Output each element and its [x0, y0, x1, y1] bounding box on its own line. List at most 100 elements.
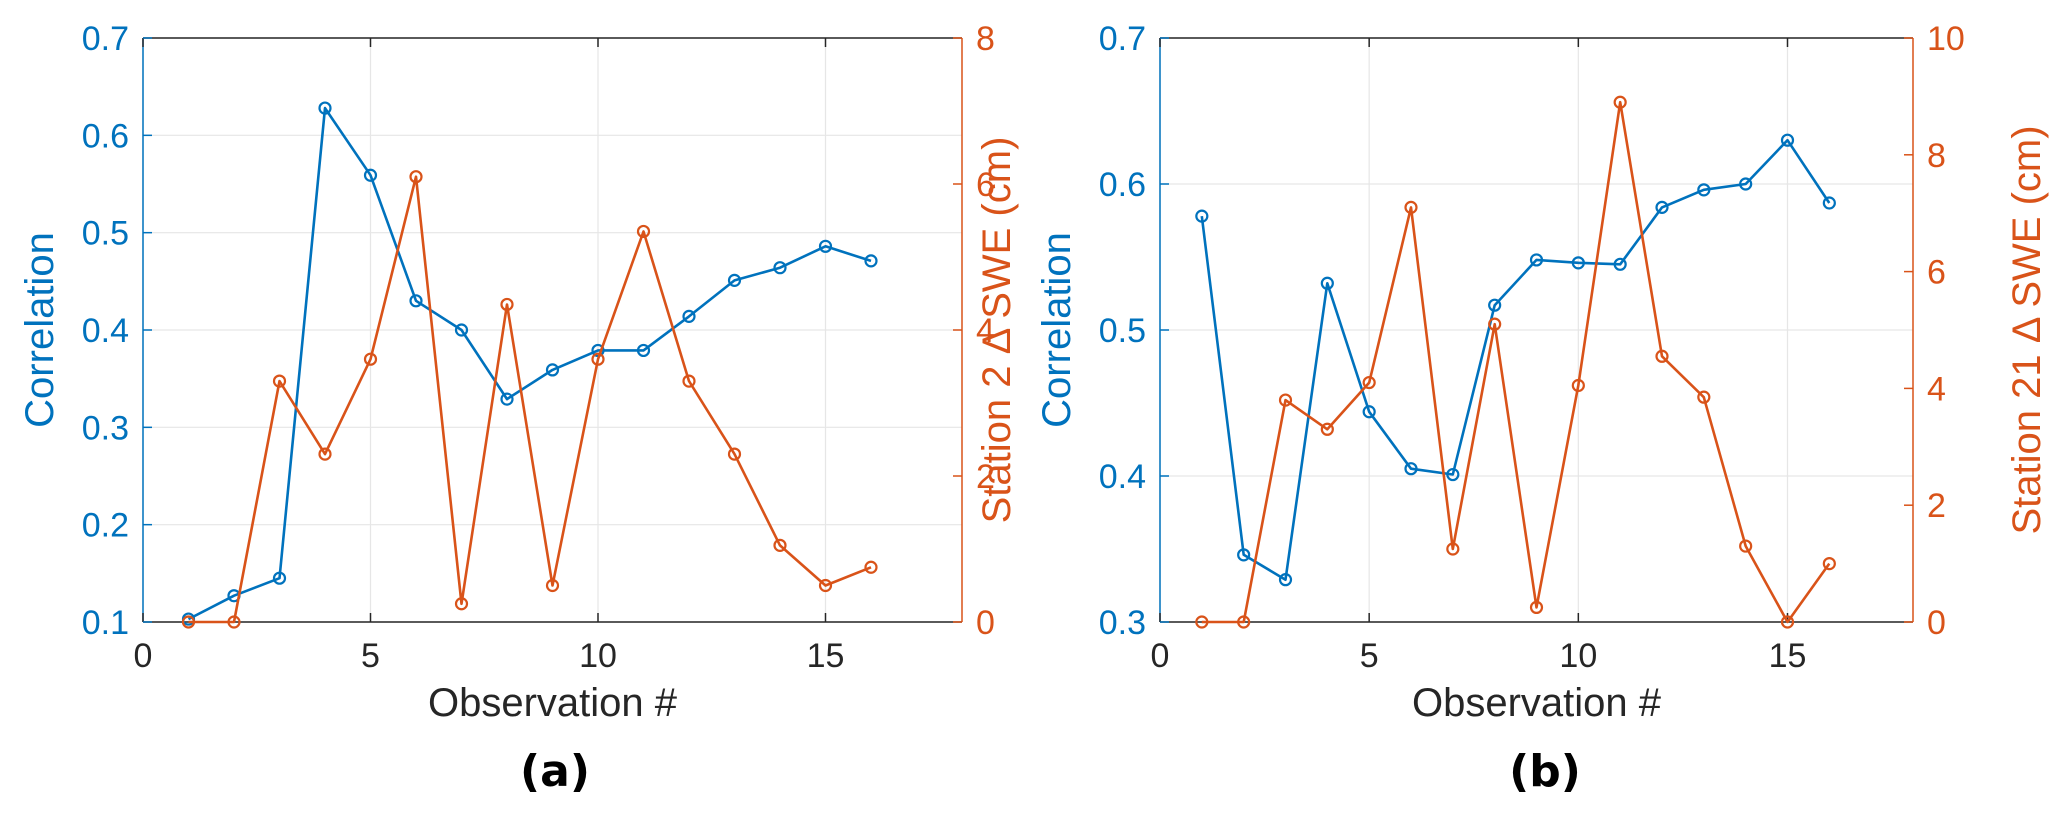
- data-point-right: [1320, 422, 1334, 436]
- left-y-tick-label: 0.2: [82, 507, 129, 545]
- left-y-tick-label: 0.6: [82, 117, 129, 155]
- right-y-tick-label: 10: [1927, 20, 1965, 58]
- data-point-left: [636, 343, 651, 358]
- x-tick-label: 5: [1360, 637, 1379, 675]
- right-y-axis-label: Station 2 Δ SWE (cm): [975, 137, 1019, 524]
- data-point-right: [1822, 556, 1836, 571]
- data-point-left: [1780, 133, 1795, 147]
- right-y-tick-label: 2: [976, 458, 995, 496]
- left-y-tick-label: 0.5: [82, 215, 129, 253]
- data-point-left: [545, 363, 560, 377]
- data-point-right: [1195, 615, 1209, 629]
- data-point-left: [1571, 256, 1585, 270]
- data-point-right: [227, 615, 241, 629]
- left-y-tick-label: 0.7: [82, 20, 129, 58]
- data-point-left: [682, 309, 696, 323]
- left-y-tick-label: 0.4: [1099, 458, 1146, 496]
- right-y-tick-label: 2: [1927, 487, 1946, 525]
- data-point-left: [1739, 177, 1753, 191]
- data-point-right: [272, 374, 287, 388]
- x-tick-label: 0: [134, 637, 153, 675]
- data-point-left: [1404, 462, 1418, 476]
- data-point-left: [727, 273, 742, 287]
- data-point-right: [363, 352, 378, 366]
- data-point-right: [1278, 393, 1293, 407]
- x-tick-label: 5: [361, 637, 380, 675]
- x-tick-label: 0: [1151, 637, 1170, 675]
- series-line-left: [1200, 138, 1831, 582]
- left-y-axis-label: Correlation: [1035, 232, 1079, 428]
- data-point-right: [318, 447, 332, 461]
- data-point-left: [1195, 209, 1209, 223]
- left-y-tick-label: 0.6: [1099, 166, 1146, 204]
- left-y-tick-label: 0.3: [82, 409, 129, 447]
- data-point-left: [1488, 298, 1502, 312]
- data-point-right: [636, 224, 651, 239]
- data-point-right: [545, 578, 560, 593]
- left-y-tick-label: 0.7: [1099, 20, 1146, 58]
- data-point-right: [1780, 615, 1795, 629]
- panel-label: (b): [1509, 746, 1581, 797]
- left-y-tick-label: 0.3: [1099, 604, 1146, 642]
- data-point-right: [1237, 615, 1251, 629]
- x-tick-label: 15: [1769, 637, 1807, 675]
- data-point-left: [500, 392, 514, 406]
- data-point-right: [682, 374, 696, 388]
- right-y-tick-label: 0: [976, 604, 995, 642]
- data-point-right: [1529, 600, 1544, 615]
- data-point-left: [318, 101, 332, 115]
- right-y-tick-label: 8: [1927, 137, 1946, 175]
- series-line-right: [188, 175, 872, 624]
- data-point-right: [1613, 95, 1627, 109]
- x-tick-label: 10: [579, 637, 617, 675]
- x-axis-label: Observation #: [428, 681, 678, 725]
- series-line-left: [187, 106, 872, 621]
- data-point-right: [1362, 375, 1376, 390]
- data-point-left: [1446, 467, 1460, 482]
- right-y-tick-label: 0: [1927, 604, 1946, 642]
- data-point-right: [727, 447, 742, 461]
- data-point-right: [1571, 378, 1585, 393]
- data-point-left: [1320, 276, 1334, 290]
- data-point-right: [1488, 317, 1502, 331]
- data-point-right: [864, 560, 878, 574]
- data-point-left: [363, 168, 378, 182]
- data-point-right: [409, 170, 423, 184]
- data-point-right: [773, 538, 787, 552]
- data-point-left: [1655, 200, 1669, 214]
- chart-panel: 0 5 10 15 0.1 0.2 0.3 0.4 0.5 0.6 0.7 0 2 4 6 8 Observat…: [18, 20, 1019, 797]
- data-point-left: [1278, 573, 1293, 587]
- left-y-tick-label: 0.5: [1099, 312, 1146, 350]
- x-axis-label: Observation #: [1412, 681, 1662, 725]
- right-y-tick-label: 6: [1927, 254, 1946, 292]
- data-point-left: [1613, 257, 1627, 271]
- data-point-left: [773, 261, 787, 275]
- data-point-right: [1739, 539, 1753, 553]
- data-point-right: [454, 597, 469, 611]
- right-y-tick-label: 6: [976, 166, 995, 204]
- data-point-right: [591, 352, 605, 366]
- x-tick-label: 10: [1559, 637, 1597, 675]
- right-y-tick-label: 4: [1927, 370, 1946, 408]
- data-point-left: [1697, 183, 1711, 197]
- data-point-right: [1404, 200, 1418, 214]
- data-point-left: [272, 571, 287, 585]
- data-point-right: [818, 578, 833, 593]
- data-point-left: [1529, 253, 1544, 267]
- series-line-right: [1201, 100, 1831, 624]
- right-y-axis-label: Station 21 Δ SWE (cm): [2005, 125, 2049, 534]
- left-y-tick-label: 0.1: [82, 604, 129, 642]
- data-point-right: [181, 615, 196, 629]
- data-point-left: [1362, 405, 1376, 419]
- right-y-tick-label: 8: [976, 20, 995, 58]
- data-point-right: [1446, 542, 1460, 556]
- chart-panel: 0 5 10 15 0.3 0.4 0.5 0.6 0.7 0 2 4 6 8 10 Observation …: [1035, 20, 2049, 797]
- right-y-tick-label: 4: [976, 312, 995, 350]
- panel-label: (a): [520, 746, 590, 797]
- data-point-left: [1822, 196, 1836, 210]
- data-point-left: [818, 239, 833, 253]
- data-point-left: [1237, 548, 1251, 562]
- data-point-left: [409, 294, 423, 308]
